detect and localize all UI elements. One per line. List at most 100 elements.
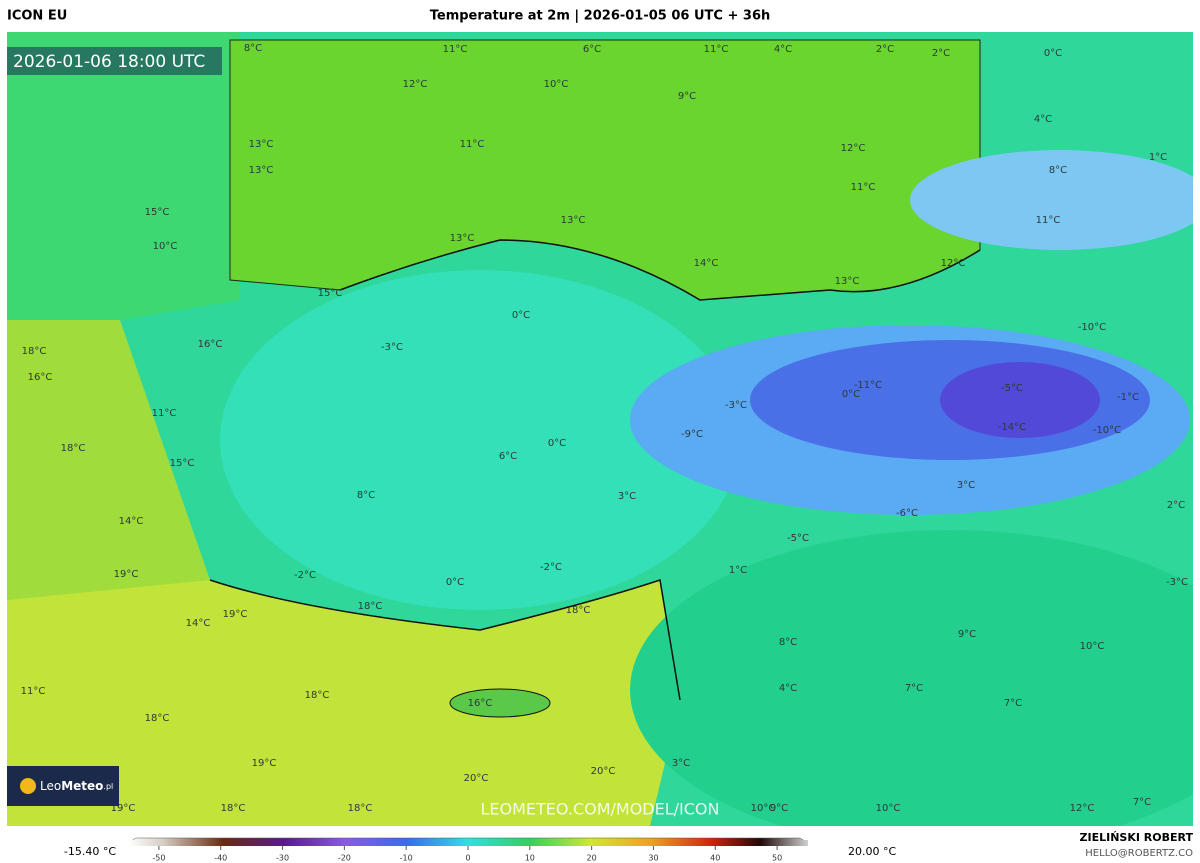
temperature-label: 11°C: [460, 139, 485, 150]
logo-sun: [20, 778, 36, 794]
temperature-label: 0°C: [446, 577, 464, 588]
map-title: Temperature at 2m | 2026-01-05 06 UTC + …: [430, 9, 771, 24]
colorbar-tick-label: 0: [465, 854, 470, 863]
temperature-label: -3°C: [725, 400, 747, 411]
temperature-label: 15°C: [145, 207, 170, 218]
temperature-labels: 8°C 11°C 6°C 11°C 4°C 2°C 2°C 0°C12°C 10°C9°C4°C…: [21, 43, 1188, 814]
mediterranean: [7, 580, 680, 826]
temperature-label: 20°C: [464, 773, 489, 784]
colorbar-tick-label: 30: [648, 854, 658, 863]
temperature-label: 11°C: [851, 182, 876, 193]
temperature-label: 2°C: [1167, 500, 1185, 511]
aegean: [7, 320, 210, 610]
temperature-label: 12°C: [403, 79, 428, 90]
colorbar-max: 20.00 °C: [848, 845, 896, 858]
temperature-label: 11°C: [443, 44, 468, 55]
watermark: LEOMETEO.COM/MODEL/ICON: [481, 800, 720, 819]
temperature-label: 18°C: [305, 690, 330, 701]
temperature-label: -3°C: [381, 342, 403, 353]
temperature-label: 18°C: [61, 443, 86, 454]
colorbar-ticks: -50 -40 -30 -20 -10 0 10 20 30 40 50: [152, 846, 782, 863]
colorbar-tick-label: 40: [710, 854, 720, 863]
temperature-label: 19°C: [114, 569, 139, 580]
temperature-label: -5°C: [1001, 383, 1023, 394]
temperature-label: -2°C: [294, 570, 316, 581]
temperature-label: 18°C: [221, 803, 246, 814]
temperature-label: -11°C: [854, 380, 882, 391]
temperature-label: 12°C: [1070, 803, 1095, 814]
temperature-label: 16°C: [198, 339, 223, 350]
temperature-label: 13°C: [835, 276, 860, 287]
balkans: [7, 32, 240, 320]
colorbar-tick-label: -10: [400, 854, 413, 863]
temperature-label: -6°C: [896, 508, 918, 519]
temperature-label: 8°C: [357, 490, 375, 501]
time-box: [7, 47, 222, 75]
temperature-label: 7°C: [1004, 698, 1022, 709]
temperature-label: 18°C: [566, 605, 591, 616]
colorbar-bar: [128, 840, 808, 846]
temperature-label: 19°C: [252, 758, 277, 769]
temperature-label: 15°C: [318, 288, 343, 299]
temperature-label: 1°C: [729, 565, 747, 576]
temperature-label: 16°C: [468, 698, 493, 709]
syria-iraq: [630, 530, 1193, 826]
valid-time: 2026-01-06 18:00 UTC: [13, 52, 205, 72]
temperature-label: 14°C: [119, 516, 144, 527]
temperature-label: 10°C: [1080, 641, 1105, 652]
colorbar-tick-label: 10: [525, 854, 535, 863]
temperature-label: 6°C: [583, 44, 601, 55]
temperature-label: 13°C: [450, 233, 475, 244]
anatolia: [220, 270, 740, 610]
temperature-label: -1°C: [1117, 392, 1139, 403]
temperature-label: 9°C: [770, 803, 788, 814]
coastline: [209, 239, 981, 701]
temperature-label: -10°C: [1078, 322, 1106, 333]
map: [7, 32, 1193, 826]
temperature-label: 10°C: [153, 241, 178, 252]
temperature-label: -14°C: [998, 422, 1026, 433]
temperature-label: 11°C: [152, 408, 177, 419]
temperature-label: 6°C: [499, 451, 517, 462]
temperature-label: 20°C: [591, 766, 616, 777]
cyprus: [449, 688, 551, 718]
temperature-label: -3°C: [1166, 577, 1188, 588]
temperature-label: -10°C: [1093, 425, 1121, 436]
temperature-label: 18°C: [348, 803, 373, 814]
temperature-label: 18°C: [145, 713, 170, 724]
temperature-label: 10°C: [751, 803, 776, 814]
temperature-label: -5°C: [787, 533, 809, 544]
temperature-label: 1°C: [1149, 152, 1167, 163]
temperature-label: 3°C: [618, 491, 636, 502]
temperature-label: 14°C: [694, 258, 719, 269]
temperature-label: 10°C: [544, 79, 569, 90]
temperature-label: 2°C: [932, 48, 950, 59]
cold-center: [940, 362, 1100, 438]
caucasus: [910, 150, 1193, 250]
temperature-label: 2°C: [876, 44, 894, 55]
colorbar-tick-label: 20: [587, 854, 597, 863]
temperature-label: 4°C: [779, 683, 797, 694]
temperature-label: 8°C: [779, 637, 797, 648]
temperature-label: 4°C: [774, 44, 792, 55]
colorbar-tick-label: -50: [152, 854, 165, 863]
logo: LeoMeteo.pl: [40, 779, 113, 793]
temperature-label: 16°C: [28, 372, 53, 383]
temperature-label: 12°C: [841, 143, 866, 154]
temperature-label: 7°C: [1133, 797, 1151, 808]
temperature-label: 8°C: [244, 43, 262, 54]
colorbar-tick-label: 50: [772, 854, 782, 863]
temperature-label: 0°C: [548, 438, 566, 449]
temperature-label: 19°C: [111, 803, 136, 814]
temperature-label: -2°C: [540, 562, 562, 573]
temperature-label: 13°C: [249, 165, 274, 176]
temperature-label: 0°C: [1044, 48, 1062, 59]
temperature-label: 18°C: [358, 601, 383, 612]
temperature-label: 3°C: [957, 480, 975, 491]
colorbar-min: -15.40 °C: [64, 845, 116, 858]
temperature-label: 9°C: [678, 91, 696, 102]
temperature-label: 10°C: [876, 803, 901, 814]
temperature-label: 12°C: [941, 258, 966, 269]
